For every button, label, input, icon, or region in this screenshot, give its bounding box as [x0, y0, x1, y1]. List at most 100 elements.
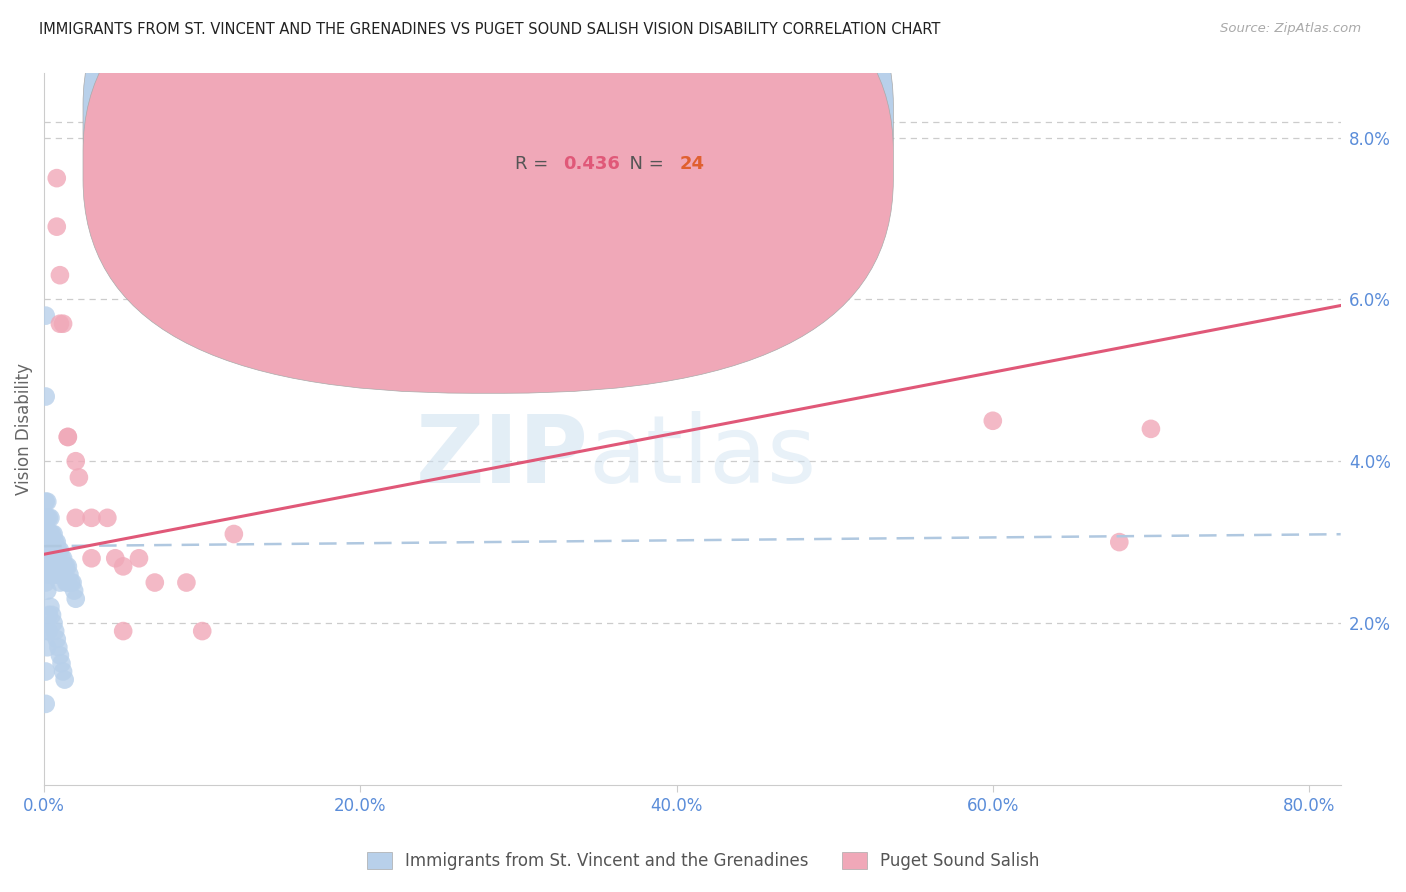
Point	[44, 624, 66, 638]
Point	[45, 171, 67, 186]
Point	[65, 511, 87, 525]
Point	[49, 543, 72, 558]
Point	[55, 559, 77, 574]
Point	[39, 543, 62, 558]
Point	[34, 575, 56, 590]
Text: N =: N =	[619, 109, 671, 127]
Point	[96, 511, 118, 525]
Point	[49, 575, 72, 590]
Point	[45, 219, 67, 234]
Point	[41, 551, 63, 566]
Point	[41, 567, 63, 582]
Text: R =: R =	[515, 155, 554, 173]
Point	[53, 559, 76, 574]
Point	[34, 511, 56, 525]
Point	[191, 624, 214, 638]
Point	[45, 535, 67, 549]
Y-axis label: Vision Disability: Vision Disability	[15, 363, 32, 495]
Point	[34, 665, 56, 679]
Point	[38, 535, 60, 549]
Point	[56, 430, 79, 444]
Text: R =: R =	[515, 109, 554, 127]
Point	[42, 615, 65, 630]
Text: 0.073: 0.073	[562, 109, 620, 127]
Point	[112, 624, 135, 638]
Text: 70: 70	[679, 109, 704, 127]
Text: ZIP: ZIP	[416, 411, 589, 503]
Point	[38, 527, 60, 541]
Point	[39, 527, 62, 541]
Point	[51, 567, 73, 582]
Point	[42, 543, 65, 558]
Point	[38, 607, 60, 622]
Text: Source: ZipAtlas.com: Source: ZipAtlas.com	[1220, 22, 1361, 36]
Point	[34, 543, 56, 558]
Point	[34, 494, 56, 508]
Point	[56, 575, 79, 590]
Point	[44, 567, 66, 582]
Point	[37, 624, 59, 638]
Point	[981, 414, 1004, 428]
Point	[65, 591, 87, 606]
Point	[38, 551, 60, 566]
Point	[34, 697, 56, 711]
Point	[46, 640, 69, 655]
Point	[37, 527, 59, 541]
Text: atlas: atlas	[589, 411, 817, 503]
Point	[37, 559, 59, 574]
Point	[52, 551, 75, 566]
Point	[41, 527, 63, 541]
Point	[128, 551, 150, 566]
Text: N =: N =	[619, 155, 671, 173]
Point	[49, 268, 72, 283]
Point	[59, 575, 82, 590]
Point	[67, 470, 90, 484]
Point	[38, 624, 60, 638]
Point	[37, 640, 59, 655]
Point	[41, 535, 63, 549]
Point	[176, 575, 198, 590]
FancyBboxPatch shape	[83, 0, 893, 393]
Text: 0.436: 0.436	[562, 155, 620, 173]
Point	[45, 551, 67, 566]
Point	[39, 599, 62, 614]
Point	[49, 648, 72, 663]
Point	[63, 583, 86, 598]
Point	[37, 511, 59, 525]
Point	[112, 559, 135, 574]
Point	[80, 511, 103, 525]
FancyBboxPatch shape	[83, 0, 893, 347]
Point	[34, 309, 56, 323]
Point	[56, 430, 79, 444]
Point	[53, 673, 76, 687]
Point	[222, 527, 245, 541]
Point	[1108, 535, 1130, 549]
Text: 24: 24	[679, 155, 704, 173]
Point	[41, 607, 63, 622]
Point	[39, 511, 62, 525]
Point	[65, 454, 87, 468]
Point	[42, 559, 65, 574]
Point	[44, 551, 66, 566]
Point	[49, 317, 72, 331]
Point	[104, 551, 127, 566]
Point	[52, 567, 75, 582]
Point	[37, 583, 59, 598]
Point	[1140, 422, 1163, 436]
Point	[58, 567, 80, 582]
Point	[39, 559, 62, 574]
Point	[51, 657, 73, 671]
Point	[49, 559, 72, 574]
Point	[46, 559, 69, 574]
Legend: Immigrants from St. Vincent and the Grenadines, Puget Sound Salish: Immigrants from St. Vincent and the Gren…	[360, 845, 1046, 877]
FancyBboxPatch shape	[446, 84, 828, 201]
Point	[52, 317, 75, 331]
Point	[45, 632, 67, 647]
Point	[55, 575, 77, 590]
Point	[51, 551, 73, 566]
Point	[62, 575, 84, 590]
Point	[38, 567, 60, 582]
Text: IMMIGRANTS FROM ST. VINCENT AND THE GRENADINES VS PUGET SOUND SALISH VISION DISA: IMMIGRANTS FROM ST. VINCENT AND THE GREN…	[39, 22, 941, 37]
Point	[143, 575, 166, 590]
Point	[46, 543, 69, 558]
